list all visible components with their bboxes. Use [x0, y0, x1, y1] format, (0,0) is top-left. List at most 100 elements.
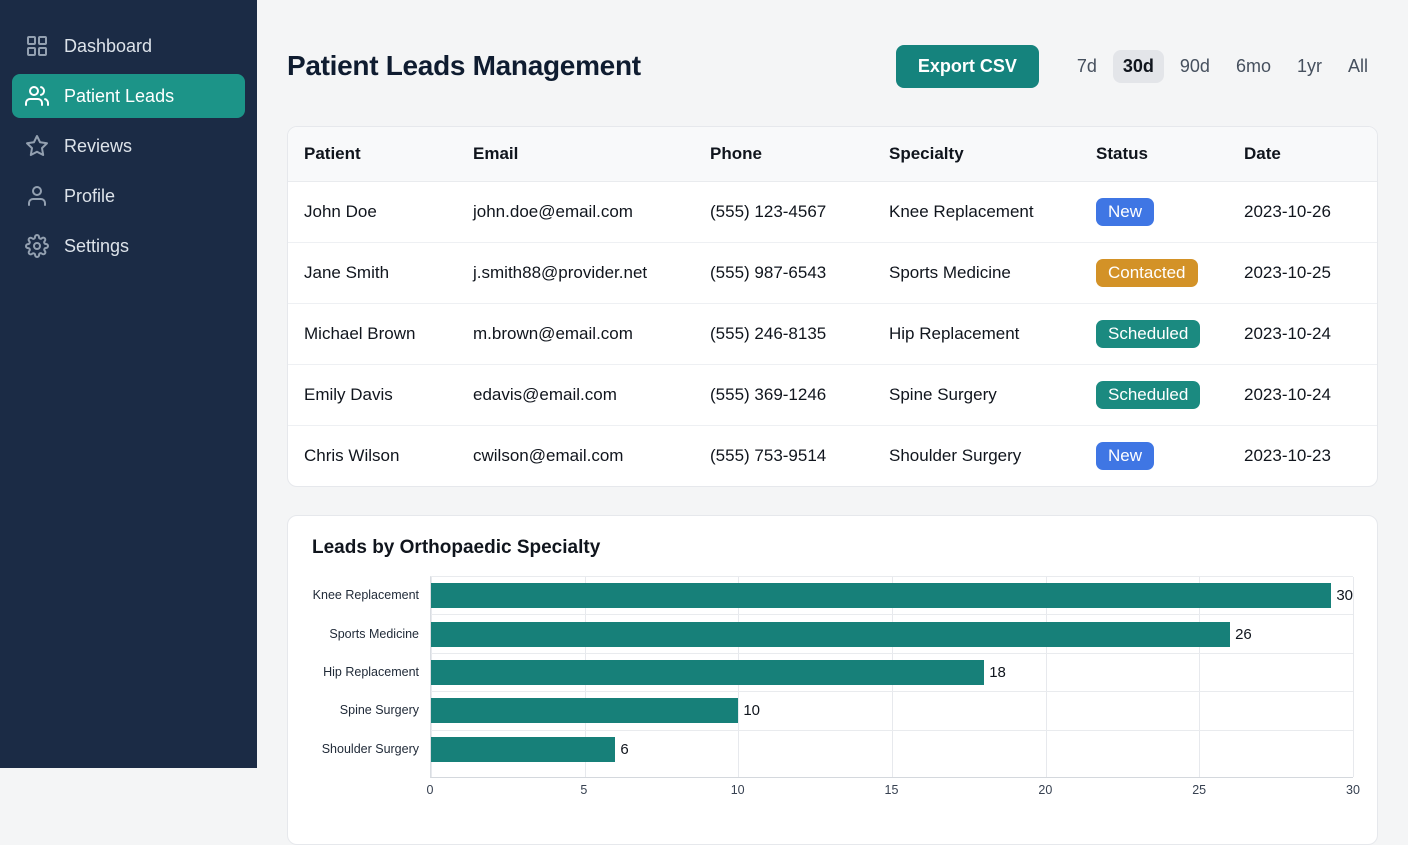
cell-email: john.doe@email.com: [457, 181, 694, 243]
sidebar-item-settings[interactable]: Settings: [12, 224, 245, 268]
x-axis-tick: 10: [730, 782, 745, 797]
table-row: Jane Smith j.smith88@provider.net (555) …: [288, 242, 1377, 304]
main-content: Patient Leads Management Export CSV 7d 3…: [257, 0, 1408, 845]
dashboard-grid-icon: [25, 34, 49, 58]
cell-patient: Emily Davis: [288, 364, 457, 426]
cell-date: 2023-10-23: [1244, 446, 1331, 465]
cell-email: cwilson@email.com: [473, 446, 624, 465]
x-axis-tick: 20: [1038, 782, 1053, 797]
export-csv-button[interactable]: Export CSV: [895, 44, 1039, 88]
leads-table-card: Patient Email Phone Specialty Status Dat…: [287, 126, 1378, 487]
status-badge: Scheduled: [1096, 381, 1201, 409]
bar-value-label: 30: [1336, 587, 1353, 605]
gridline: [1045, 577, 1047, 777]
chart-bar-row: 26: [431, 615, 1353, 654]
cell-patient: Michael Brown: [288, 303, 457, 365]
page-header: Patient Leads Management Export CSV 7d 3…: [287, 42, 1378, 90]
cell-specialty: Sports Medicine: [873, 242, 1080, 304]
sidebar-item-patient-leads[interactable]: Patient Leads: [12, 74, 245, 118]
specialty-chart-card: Leads by Orthopaedic Specialty Knee Repl…: [287, 515, 1378, 845]
chart-bar-row: 10: [431, 692, 1353, 731]
y-axis-label: Hip Replacement: [323, 664, 419, 679]
star-icon: [25, 134, 49, 158]
col-patient: Patient: [288, 127, 457, 182]
y-axis-label: Knee Replacement: [312, 588, 419, 603]
sidebar-item-label: Patient Leads: [64, 85, 175, 106]
x-axis-tick: 15: [884, 782, 899, 797]
range-6mo[interactable]: 6mo: [1235, 55, 1271, 76]
chart-title: Leads by Orthopaedic Specialty: [312, 537, 601, 558]
users-icon: [25, 84, 49, 108]
status-badge: New: [1096, 442, 1155, 470]
x-axis-tick: 30: [1346, 782, 1360, 797]
page-title: Patient Leads Management: [287, 50, 641, 81]
gridline: [1199, 577, 1201, 777]
sidebar-item-label: Settings: [64, 235, 130, 256]
cell-phone: (555) 369-1246: [694, 364, 873, 426]
range-90d[interactable]: 90d: [1179, 55, 1210, 76]
table-header-row: Patient Email Phone Specialty Status Dat…: [288, 127, 1377, 182]
range-1yr[interactable]: 1yr: [1296, 55, 1322, 76]
time-range-filter: 7d 30d 90d 6mo 1yr All: [1067, 49, 1378, 83]
table-row: Chris Wilson cwilson@email.com (555) 753…: [288, 426, 1377, 487]
gridline: [1353, 577, 1354, 777]
table-row: Emily Davis edavis@email.com (555) 369-1…: [288, 364, 1377, 426]
sidebar-item-label: Dashboard: [64, 35, 153, 56]
x-axis-tick: 5: [580, 782, 588, 797]
status-badge: Contacted: [1096, 259, 1198, 287]
col-phone: Phone: [694, 127, 873, 182]
cell-specialty: Spine Surgery: [873, 364, 1080, 426]
x-axis-tick: 25: [1192, 782, 1207, 797]
status-badge: Scheduled: [1096, 320, 1201, 348]
bar-value-label: 26: [1235, 625, 1252, 643]
leads-table: Patient Email Phone Specialty Status Dat…: [288, 127, 1377, 486]
cell-specialty: Shoulder Surgery: [889, 446, 1022, 465]
gear-icon: [25, 234, 49, 258]
chart-x-axis: 0 5 10 15 20 25 30: [426, 778, 1360, 798]
bar-chart: Knee Replacement Sports Medicine Hip Rep…: [312, 576, 1360, 798]
range-all[interactable]: All: [1347, 55, 1368, 76]
cell-phone: (555) 753-9514: [710, 446, 827, 465]
col-email: Email: [457, 127, 694, 182]
range-7d[interactable]: 7d: [1076, 55, 1097, 76]
cell-date: 2023-10-25: [1228, 242, 1377, 304]
x-axis-tick: 0: [426, 782, 434, 797]
cell-patient: Chris Wilson: [304, 446, 400, 465]
bar-value-label: 6: [620, 741, 629, 759]
sidebar-item-reviews[interactable]: Reviews: [12, 124, 245, 168]
chart-bar-row: 6: [431, 731, 1353, 769]
cell-phone: (555) 987-6543: [694, 242, 873, 304]
bar-value-label: 10: [743, 702, 761, 720]
cell-email: edavis@email.com: [457, 364, 694, 426]
status-badge: New: [1096, 198, 1155, 226]
bar-spine-surgery: [431, 698, 739, 724]
table-row: John Doe john.doe@email.com (555) 123-45…: [288, 181, 1377, 243]
range-30d[interactable]: 30d: [1112, 49, 1164, 83]
header-controls: Export CSV 7d 30d 90d 6mo 1yr All: [895, 44, 1378, 88]
bar-knee-replacement: [431, 583, 1332, 609]
sidebar-item-label: Profile: [64, 185, 116, 206]
sidebar: Dashboard Patient Leads Reviews Profile: [0, 0, 257, 768]
cell-email: j.smith88@provider.net: [457, 242, 694, 304]
cell-specialty: Hip Replacement: [873, 303, 1080, 365]
table-row: Michael Brown m.brown@email.com (555) 24…: [288, 303, 1377, 365]
col-date: Date: [1228, 127, 1377, 182]
y-axis-label: Spine Surgery: [339, 703, 419, 718]
cell-email: m.brown@email.com: [457, 303, 694, 365]
sidebar-item-dashboard[interactable]: Dashboard: [12, 24, 245, 68]
y-axis-label: Shoulder Surgery: [321, 741, 419, 756]
bar-value-label: 18: [989, 663, 1006, 681]
cell-date: 2023-10-24: [1228, 364, 1377, 426]
sidebar-item-profile[interactable]: Profile: [12, 174, 245, 218]
cell-phone: (555) 123-4567: [694, 181, 873, 243]
bar-shoulder-surgery: [431, 737, 616, 763]
y-axis-label: Sports Medicine: [329, 626, 419, 641]
cell-patient: John Doe: [288, 181, 457, 243]
bar-hip-replacement: [431, 659, 985, 685]
col-specialty: Specialty: [873, 127, 1080, 182]
cell-date: 2023-10-24: [1228, 303, 1377, 365]
cell-patient: Jane Smith: [288, 242, 457, 304]
bar-sports-medicine: [431, 621, 1231, 647]
chart-bar-row: 30: [431, 577, 1353, 616]
cell-phone: (555) 246-8135: [694, 303, 873, 365]
